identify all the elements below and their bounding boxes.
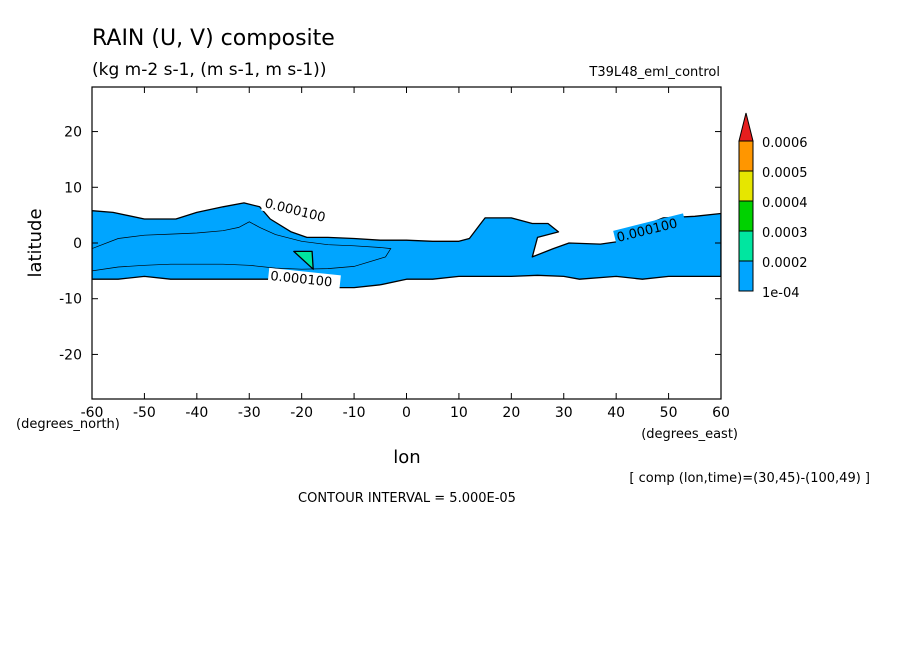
colorbar: 1e-04 0.0002 0.0003 0.0004 0.0005 0.0006 bbox=[738, 112, 808, 301]
x-unit-label: (degrees_east) bbox=[641, 427, 738, 442]
colorbar-swatch-2 bbox=[738, 230, 754, 262]
x-tick-label: -40 bbox=[185, 405, 208, 421]
run-label: T39L48_eml_control bbox=[588, 65, 720, 80]
colorbar-swatch-3 bbox=[738, 200, 754, 232]
plot-area: -60 -50 -40 -30 -20 -10 0 10 20 30 40 50 60 20 10 0 -10 -… bbox=[59, 86, 730, 421]
chart-subtitle: (kg m-2 s-1, (m s-1, m s-1)) bbox=[92, 60, 326, 80]
x-tick-label: -50 bbox=[133, 405, 156, 421]
colorbar-label: 0.0003 bbox=[762, 226, 808, 241]
composite-info: [ comp (lon,time)=(30,45)-(100,49) ] bbox=[629, 471, 870, 486]
colorbar-label: 0.0002 bbox=[762, 256, 808, 271]
x-tick-label: 60 bbox=[712, 405, 730, 421]
contour-region-1 bbox=[92, 202, 721, 289]
x-tick-label: -20 bbox=[290, 405, 313, 421]
x-tick-label: 10 bbox=[450, 405, 468, 421]
x-tick-label: -30 bbox=[238, 405, 261, 421]
colorbar-swatch-4 bbox=[738, 170, 754, 202]
filled-contours bbox=[92, 202, 721, 289]
y-tick-label: 10 bbox=[64, 180, 82, 196]
colorbar-label: 1e-04 bbox=[762, 286, 800, 301]
x-tick-label: 40 bbox=[607, 405, 625, 421]
y-unit-label: (degrees_north) bbox=[16, 417, 120, 432]
colorbar-swatch-5 bbox=[738, 140, 754, 172]
x-tick-label: 0 bbox=[402, 405, 411, 421]
x-axis-label: lon bbox=[393, 447, 420, 468]
y-axis-label: latitude bbox=[25, 208, 46, 277]
contour-interval: CONTOUR INTERVAL = 5.000E-05 bbox=[298, 491, 516, 506]
y-tick-label: 20 bbox=[64, 125, 82, 141]
chart-title: RAIN (U, V) composite bbox=[92, 26, 335, 51]
colorbar-max-arrow bbox=[738, 112, 754, 142]
x-tick-label: 30 bbox=[555, 405, 573, 421]
contour-lines bbox=[92, 221, 392, 272]
y-tick-label: -10 bbox=[59, 292, 82, 308]
colorbar-swatch-1 bbox=[738, 260, 754, 292]
axis-ticks: -60 -50 -40 -30 -20 -10 0 10 20 30 40 50 60 20 10 0 -10 -… bbox=[59, 87, 730, 421]
x-tick-label: -60 bbox=[81, 405, 104, 421]
x-tick-label: 20 bbox=[502, 405, 520, 421]
colorbar-label: 0.0005 bbox=[762, 166, 808, 181]
y-tick-label: 0 bbox=[73, 236, 82, 252]
contour-label-3: 0.000100 bbox=[270, 269, 333, 290]
x-tick-label: 50 bbox=[660, 405, 678, 421]
contour-region-2 bbox=[293, 250, 314, 270]
colorbar-label: 0.0004 bbox=[762, 196, 808, 211]
x-tick-label: -10 bbox=[343, 405, 366, 421]
y-tick-label: -20 bbox=[59, 347, 82, 363]
contour-line-1 bbox=[92, 221, 392, 272]
colorbar-label: 0.0006 bbox=[762, 136, 808, 151]
